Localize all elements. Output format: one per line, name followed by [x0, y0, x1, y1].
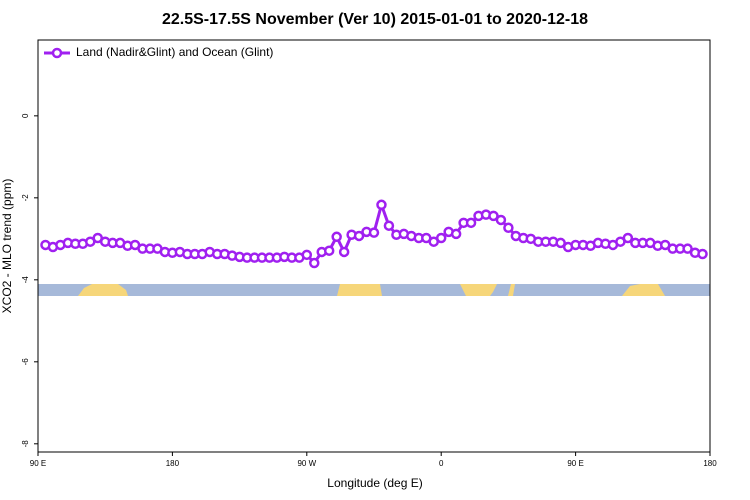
x-axis-label: Longitude (deg E) [327, 476, 422, 490]
land-ocean-band [38, 284, 710, 296]
legend-marker [51, 47, 63, 59]
y-tick-label: -2 [21, 194, 30, 202]
data-point [622, 232, 634, 244]
data-point [465, 217, 477, 229]
data-point [503, 222, 514, 234]
data-point [495, 214, 507, 226]
land-patch [337, 284, 382, 296]
data-point [682, 243, 693, 254]
legend-label: Land (Nadir&Glint) and Ocean (Glint) [76, 45, 273, 59]
data-point [353, 230, 365, 242]
y-tick-label: -8 [21, 440, 30, 448]
data-point [368, 227, 380, 238]
data-point [301, 249, 313, 261]
land-patch [508, 284, 515, 296]
data-point [338, 246, 350, 258]
data-point [383, 220, 395, 231]
land-patch [78, 284, 128, 296]
land-patch [460, 284, 497, 296]
y-tick-label: -6 [21, 358, 30, 366]
data-point [450, 228, 462, 240]
x-tick-label: 180 [703, 459, 717, 468]
data-point [435, 232, 447, 244]
land-patch [622, 284, 665, 296]
data-point [555, 237, 566, 249]
data-point [323, 245, 335, 256]
data-point [331, 231, 342, 243]
data-point [697, 248, 708, 260]
x-tick-label: 90 E [30, 459, 46, 468]
plot-frame [37, 39, 711, 453]
x-tick-label: 180 [166, 459, 180, 468]
data-point [376, 199, 387, 211]
y-tick-label: 0 [21, 113, 30, 118]
data-point [488, 210, 499, 222]
x-tick-label: 0 [439, 459, 444, 468]
chart-title: 22.5S-17.5S November (Ver 10) 2015-01-01… [162, 11, 588, 28]
y-tick-label: -4 [21, 276, 30, 284]
x-tick-label: 90 E [567, 459, 583, 468]
data-point [309, 257, 320, 269]
y-axis-label: XCO2 - MLO trend (ppm) [0, 179, 14, 314]
x-tick-label: 90 W [297, 459, 316, 468]
